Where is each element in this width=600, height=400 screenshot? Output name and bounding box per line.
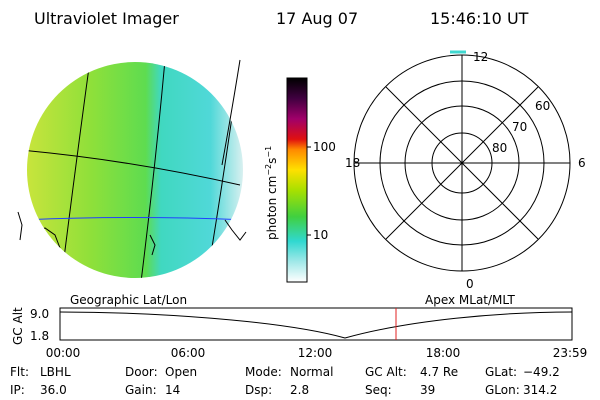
colorbar-tick: 100 — [313, 140, 336, 154]
header: Ultraviolet Imager 17 Aug 07 15:46:10 UT — [34, 9, 529, 28]
info-label: GLon: — [485, 383, 520, 397]
info-value: Normal — [290, 365, 333, 379]
mlt-label: 12 — [473, 50, 488, 64]
info-label: GC Alt: — [365, 365, 407, 379]
colorbar-scale — [286, 77, 308, 283]
x-tick: 12:00 — [298, 346, 333, 360]
info-value: 39 — [420, 383, 435, 397]
title: Ultraviolet Imager — [34, 9, 179, 28]
info-label: Seq: — [365, 383, 392, 397]
x-tick: 00:00 — [46, 346, 81, 360]
y-tick: 9.0 — [30, 307, 49, 321]
altitude-curve — [59, 311, 573, 339]
y-label: GC Alt — [11, 307, 25, 345]
mlt-label: 18 — [345, 156, 360, 170]
polar-labels: 12 6 0 18 80 70 60 — [345, 50, 586, 291]
altitude-plot: GC Alt 9.0 1.8 00:00 06:00 12:00 18:00 2… — [11, 307, 587, 360]
mlt-label: 0 — [466, 277, 474, 291]
info-label: GLat: — [485, 365, 517, 379]
info-value: LBHL — [40, 365, 71, 379]
info-value: −49.2 — [523, 365, 560, 379]
earth-image — [17, 59, 247, 278]
label-part: −2 — [264, 164, 273, 176]
info-value: 14 — [165, 383, 180, 397]
colorbar-tick: 10 — [313, 228, 328, 242]
mlt-label: 6 — [578, 156, 586, 170]
earth-disc — [27, 62, 243, 278]
info-label: Gain: — [125, 383, 157, 397]
info-value: Open — [165, 365, 197, 379]
lat-label: 70 — [512, 120, 527, 134]
label-part: s — [265, 158, 279, 164]
label-part: photon cm — [265, 176, 279, 240]
info-label: IP: — [10, 383, 25, 397]
info-label: Door: — [125, 365, 158, 379]
info-value: 36.0 — [40, 383, 67, 397]
x-tick: 06:00 — [171, 346, 206, 360]
info-value: 2.8 — [290, 383, 309, 397]
info-value: 314.2 — [523, 383, 557, 397]
colorbar: 100 10 photon cm−2s−1 — [264, 77, 336, 283]
info-panel: Flt: LBHL Door: Open Mode: Normal GC Alt: 4.7 R… — [10, 365, 560, 397]
info-label: Flt: — [10, 365, 29, 379]
x-tick: 18:00 — [426, 346, 461, 360]
caption: Geographic Lat/Lon — [70, 293, 187, 307]
caption: Apex MLat/MLT — [425, 293, 515, 307]
label-part: −1 — [264, 146, 273, 158]
info-label: Mode: — [245, 365, 282, 379]
lat-label: 80 — [492, 141, 507, 155]
time: 15:46:10 UT — [430, 9, 529, 28]
date: 17 Aug 07 — [276, 9, 358, 28]
x-tick: 23:59 — [553, 346, 588, 360]
info-value: 4.7 Re — [420, 365, 458, 379]
y-tick: 1.8 — [30, 329, 49, 343]
colorbar-label: photon cm−2s−1 — [264, 146, 279, 240]
lat-label: 60 — [535, 99, 550, 113]
polar-plot — [353, 50, 571, 272]
info-label: Dsp: — [245, 383, 272, 397]
